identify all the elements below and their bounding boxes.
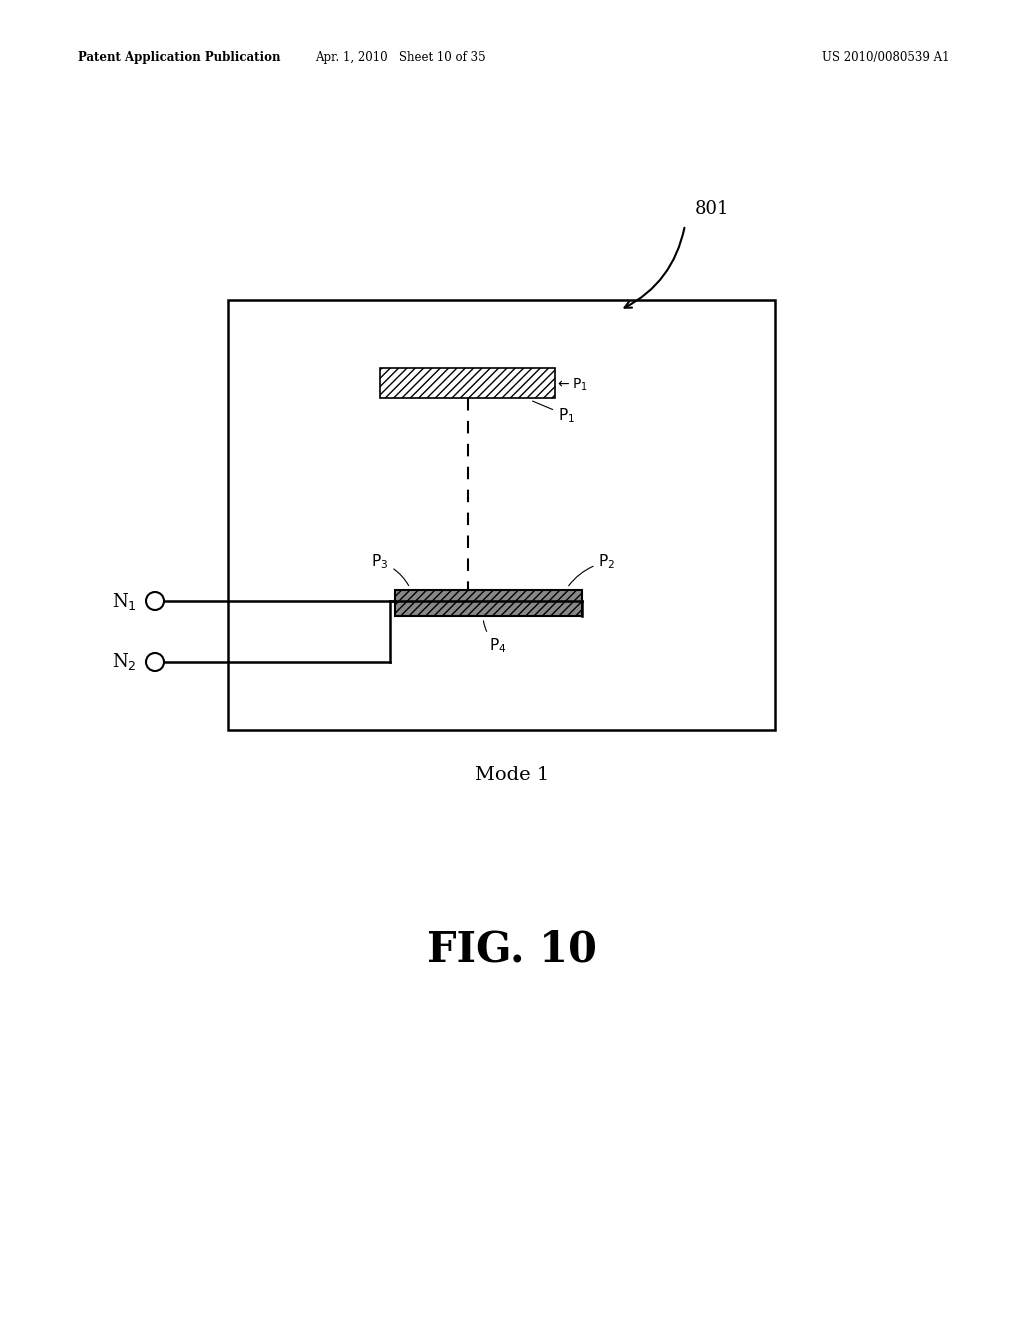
Text: Patent Application Publication: Patent Application Publication — [78, 51, 281, 65]
Text: P$_2$: P$_2$ — [568, 553, 615, 586]
Text: 801: 801 — [695, 201, 729, 218]
Text: N$_2$: N$_2$ — [113, 652, 137, 672]
Bar — [228, 300, 775, 730]
Text: N$_1$: N$_1$ — [113, 590, 137, 611]
Text: P$_1$: P$_1$ — [532, 401, 575, 425]
Text: FIG. 10: FIG. 10 — [427, 929, 597, 972]
Text: P$_4$: P$_4$ — [483, 620, 507, 655]
Text: P$_3$: P$_3$ — [372, 553, 409, 586]
Text: $\leftarrow$P$_1$: $\leftarrow$P$_1$ — [555, 376, 588, 393]
Text: Mode 1: Mode 1 — [475, 766, 549, 784]
Text: Apr. 1, 2010   Sheet 10 of 35: Apr. 1, 2010 Sheet 10 of 35 — [314, 51, 485, 65]
Bar — [395, 590, 582, 616]
Text: US 2010/0080539 A1: US 2010/0080539 A1 — [822, 51, 950, 65]
Bar — [380, 368, 555, 399]
